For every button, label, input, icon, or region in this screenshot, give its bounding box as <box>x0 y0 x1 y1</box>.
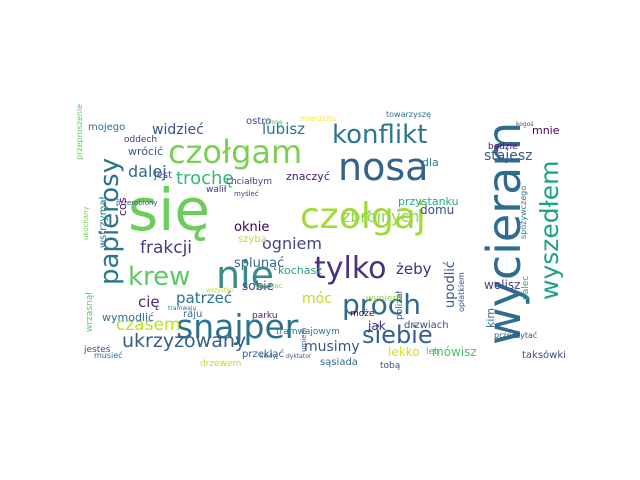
word-nosa: nosa <box>338 145 428 189</box>
word-troche: trochę <box>176 168 233 189</box>
word-przeproszenie: przeproszenie <box>75 104 84 160</box>
word-przerobiony: przerobiony <box>116 199 158 207</box>
word-bedzie: będzie <box>488 142 518 152</box>
word-uciekac: uciekać <box>256 282 283 290</box>
word-stajesz: stajesz <box>484 148 533 164</box>
word-domu: domu <box>420 203 454 217</box>
word-tramwajowym: tramwajowym <box>276 327 340 337</box>
word-czolgam: czołgam <box>168 133 302 171</box>
word-tramwaju: tramwaju <box>168 305 197 312</box>
word-proch: proch <box>342 288 421 321</box>
word-widziec: widzieć <box>152 122 204 138</box>
word-toba: tobą <box>380 361 401 371</box>
word-drzewem: drzewem <box>200 359 241 369</box>
word-palec: palec <box>521 276 531 300</box>
word-spozywczego: spożywczego <box>519 186 528 239</box>
word-frakcji: frakcji <box>140 238 192 258</box>
word-plone: płonę <box>266 119 283 126</box>
word-mnie: mnie <box>532 124 560 137</box>
word-drzwiach: drzwiach <box>404 320 449 331</box>
word-kiedy: kiedy <box>260 353 277 360</box>
word-jestes: jesteś <box>83 344 111 355</box>
word-sasiada: sąsiada <box>320 357 358 368</box>
word-dla: dla <box>422 156 439 169</box>
word-oddech: oddech <box>124 135 157 145</box>
word-parku: parku <box>252 311 278 321</box>
word-leb: leb <box>426 347 440 357</box>
word-mowisz: mówisz <box>432 345 477 359</box>
word-przeczytac: przeczytać <box>494 330 537 340</box>
word-musiec: musieć <box>94 350 123 360</box>
word-raju: raju <box>183 309 202 320</box>
word-ogniem: ogniem <box>262 234 322 253</box>
word-kochasz: kochasz <box>278 264 322 277</box>
word-przystanku: przystanku <box>398 195 459 208</box>
word-jak: jak <box>367 319 386 333</box>
word-lubisz: lubisz <box>262 120 305 138</box>
word-wycieram: wycieram <box>477 122 531 345</box>
word-tylko: tylko <box>314 251 387 286</box>
word-kogos: kogoś <box>516 121 534 128</box>
word-wrzasnal: wrzasnął <box>85 292 95 332</box>
word-znaczyc: znaczyć <box>286 170 330 183</box>
word-czasem: czasem <box>116 315 181 335</box>
word-wyszedlem: wyszedłem <box>535 161 564 300</box>
word-moze: może <box>350 309 375 319</box>
word-nie: nie <box>216 253 274 297</box>
word-cos: coś <box>116 197 129 216</box>
word-czolgaj: czołgaj <box>300 196 426 237</box>
word-zeby: żeby <box>396 260 432 278</box>
word-ostro: ostro <box>246 116 271 127</box>
word-umiem: umiem <box>300 327 308 352</box>
word-oplatkiem: opłatkiem <box>457 272 466 312</box>
word-oknie: oknie <box>234 220 269 235</box>
word-mierzchu: mierzchu <box>300 114 337 123</box>
word-jest: jest <box>153 170 172 181</box>
word-kim: kim <box>484 308 497 328</box>
word-wstrzymal: wstrzymał <box>98 197 109 248</box>
word-dyktator: dyktator <box>286 353 312 360</box>
word-sie: się <box>128 176 210 244</box>
word-papierosy: papierosy <box>95 158 125 285</box>
word-splunac: splunąć <box>234 256 284 271</box>
word-snajper: snajper <box>176 307 299 346</box>
word-konflikt: konflikt <box>332 120 427 150</box>
word-wyniesli: wyniesli <box>366 294 402 304</box>
word-myslec: myśleć <box>234 190 259 198</box>
word-przeklac: przekląć <box>242 348 284 360</box>
word-wolisz: wolisz <box>484 278 520 292</box>
word-upodlic: upodlić <box>443 261 458 308</box>
word-krew: krew <box>128 262 190 292</box>
word-szyba: szybą <box>238 234 267 245</box>
word-polizal: polizał <box>395 291 405 320</box>
word-wszystko: wszystko <box>206 287 233 294</box>
word-lekko: lekko <box>388 345 420 359</box>
word-ukochany: ukochany <box>82 206 90 240</box>
word-patrzec: patrzeć <box>176 289 232 307</box>
word-wymodlic: wymodlić <box>102 311 154 324</box>
word-walil: walił <box>206 185 227 195</box>
word-mojego: mojego <box>88 122 125 133</box>
word-chcialbym: chciałbym <box>226 177 272 187</box>
word-cie: cię <box>138 293 160 311</box>
word-siebie: siebie <box>362 321 433 349</box>
word-taksowki: taksówki <box>522 349 566 361</box>
word-sobie: sobie <box>242 279 274 293</box>
word-ukrzyzowany: ukrzyżowany <box>122 330 246 352</box>
word-towarzysze: towarzyszę <box>386 110 431 119</box>
word-zbrojnych: zbrojnych <box>342 207 420 226</box>
word-wrocic: wrócić <box>128 145 163 158</box>
word-musimy: musimy <box>304 339 360 355</box>
word-dalej: dalej <box>128 162 167 181</box>
word-moc: móc <box>302 291 332 307</box>
